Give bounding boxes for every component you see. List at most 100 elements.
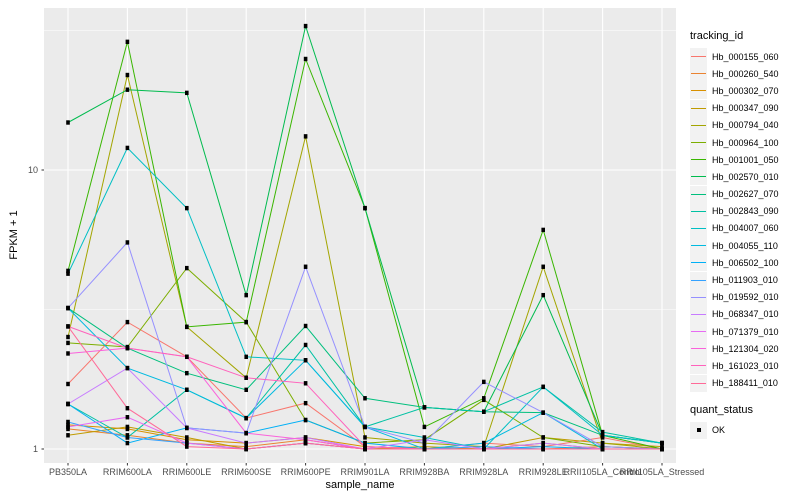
legend-item: Hb_188411_010 (690, 374, 800, 392)
data-point (660, 440, 664, 446)
legend-item: Hb_068347_010 (690, 305, 800, 323)
data-point (303, 358, 308, 363)
legend-item-label: Hb_000964_100 (712, 137, 779, 148)
data-point (185, 90, 189, 96)
x-tick-label: RRIM600LA (103, 467, 152, 477)
data-point (244, 292, 248, 298)
legend-item: Hb_161023_010 (690, 357, 800, 375)
legend-key-line-icon (690, 374, 707, 392)
data-point (422, 444, 427, 449)
legend-item-label: Hb_161023_010 (712, 360, 779, 371)
y-axis-title: FPKM + 1 (8, 210, 20, 260)
data-point (185, 425, 189, 431)
legend-item-label: Hb_002570_010 (712, 171, 779, 182)
legend-item: Hb_002570_010 (690, 168, 800, 186)
data-point (422, 446, 427, 452)
legend-item: Hb_006502_100 (690, 254, 800, 272)
data-point (363, 440, 367, 446)
data-point (125, 87, 130, 92)
data-point (125, 435, 130, 440)
data-point (660, 444, 664, 449)
x-tick-label: RRIM600PE (281, 467, 331, 477)
data-point (303, 323, 308, 329)
legend-item: Hb_004007_060 (690, 219, 800, 237)
legend-key-line-icon (690, 99, 707, 117)
data-point (125, 240, 130, 245)
x-tick-label: RRIM928BA (399, 467, 449, 477)
legend-item-label: Hb_000155_060 (712, 51, 779, 62)
data-point (125, 145, 130, 151)
data-point (125, 39, 130, 45)
legend-key-line-icon (690, 185, 707, 203)
data-point (303, 23, 308, 29)
legend-key-line-icon (690, 134, 707, 152)
data-point (422, 435, 427, 440)
data-point (363, 396, 367, 401)
data-point (244, 375, 248, 380)
legend-key-line-icon (690, 305, 707, 323)
data-point (185, 435, 189, 440)
legend-item-label: Hb_121304_020 (712, 343, 779, 354)
legend-key-line-icon (690, 202, 707, 220)
legend-item-label: Hb_002843_090 (712, 206, 779, 217)
legend-key-line-icon (690, 219, 707, 237)
x-axis-title: sample_name (325, 479, 395, 491)
x-tick-label: RRIM600SE (221, 467, 271, 477)
data-point (303, 437, 308, 442)
data-point (125, 345, 130, 351)
data-point (185, 354, 189, 360)
data-point (541, 384, 545, 390)
plot-panel (44, 8, 676, 463)
data-point (541, 440, 545, 446)
data-point (125, 415, 130, 420)
legend: tracking_id Hb_000155_060 Hb_000260_540 Hb… (690, 30, 800, 439)
data-point (66, 340, 70, 346)
legend-item-label: Hb_006502_100 (712, 257, 779, 268)
legend-item: Hb_000347_090 (690, 99, 800, 117)
x-tick-label: PB350LA (49, 467, 87, 477)
data-point (185, 444, 189, 449)
data-point (66, 433, 70, 438)
legend-item: Hb_000302_070 (690, 82, 800, 100)
legend-item: Hb_000794_040 (690, 116, 800, 134)
data-point (600, 444, 605, 449)
x-tick-label: RRIM600LE (162, 467, 211, 477)
data-point (66, 419, 70, 425)
data-point (66, 271, 70, 276)
data-point (185, 440, 189, 446)
legend-key-line-icon (690, 357, 707, 375)
legend-item-label: Hb_004055_110 (712, 240, 778, 251)
data-point (363, 205, 367, 211)
y-tick-label: 10 (28, 165, 38, 175)
data-point (244, 387, 248, 392)
data-point (541, 292, 545, 298)
legend-item-label: Hb_188411_010 (712, 378, 778, 389)
legend-item: Hb_002843_090 (690, 202, 800, 220)
data-point (303, 264, 308, 269)
data-point (185, 265, 189, 271)
data-point (303, 381, 308, 386)
legend-item-label: Hb_004007_060 (712, 223, 779, 234)
data-point (600, 433, 605, 438)
legend-key-line-icon (690, 288, 707, 306)
data-point (125, 319, 130, 325)
data-point (125, 365, 130, 371)
data-point (244, 430, 248, 436)
quant-legend-label: OK (712, 425, 726, 436)
legend-key-line-icon (690, 254, 707, 272)
data-point (244, 440, 248, 446)
data-point (363, 435, 367, 440)
legend-key-line-icon (690, 48, 707, 66)
data-point (541, 264, 545, 269)
data-point (482, 444, 486, 449)
data-point (541, 435, 545, 440)
x-tick-label: RRII105LA_Stressed (620, 467, 705, 477)
data-point (600, 429, 605, 435)
data-point (66, 305, 70, 311)
data-point (66, 424, 70, 430)
data-point (422, 405, 427, 410)
legend-key-line-icon (690, 151, 707, 169)
data-point (482, 440, 486, 446)
data-point (422, 424, 427, 430)
